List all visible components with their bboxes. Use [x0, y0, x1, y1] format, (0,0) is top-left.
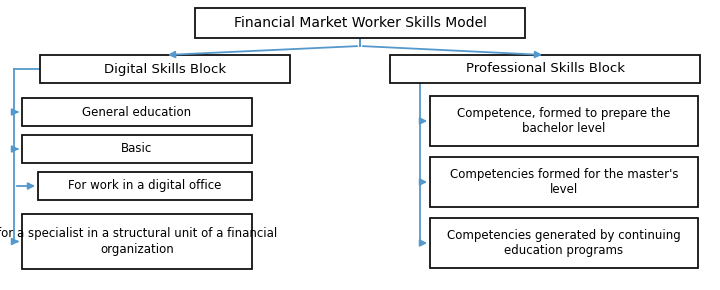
Bar — [40, 55, 290, 83]
Bar — [430, 218, 698, 268]
Text: Competence, formed to prepare the
bachelor level: Competence, formed to prepare the bachel… — [457, 107, 671, 135]
Bar — [22, 214, 252, 269]
Text: Professional Skills Block: Professional Skills Block — [466, 63, 624, 75]
Bar — [390, 55, 700, 83]
Bar — [430, 157, 698, 207]
Text: Competencies generated by continuing
education programs: Competencies generated by continuing edu… — [447, 229, 681, 257]
Text: Financial Market Worker Skills Model: Financial Market Worker Skills Model — [233, 16, 487, 30]
Bar — [22, 98, 252, 126]
Text: Basic: Basic — [122, 142, 153, 155]
Text: For work in a digital office: For work in a digital office — [68, 180, 222, 193]
Text: Competencies formed for the master's
level: Competencies formed for the master's lev… — [450, 168, 678, 196]
Bar — [38, 172, 252, 200]
Bar — [22, 135, 252, 163]
Text: for a specialist in a structural unit of a financial
organization: for a specialist in a structural unit of… — [0, 227, 277, 255]
Text: General education: General education — [82, 106, 192, 119]
Bar — [195, 8, 525, 38]
Text: Digital Skills Block: Digital Skills Block — [104, 63, 226, 75]
Bar — [430, 96, 698, 146]
